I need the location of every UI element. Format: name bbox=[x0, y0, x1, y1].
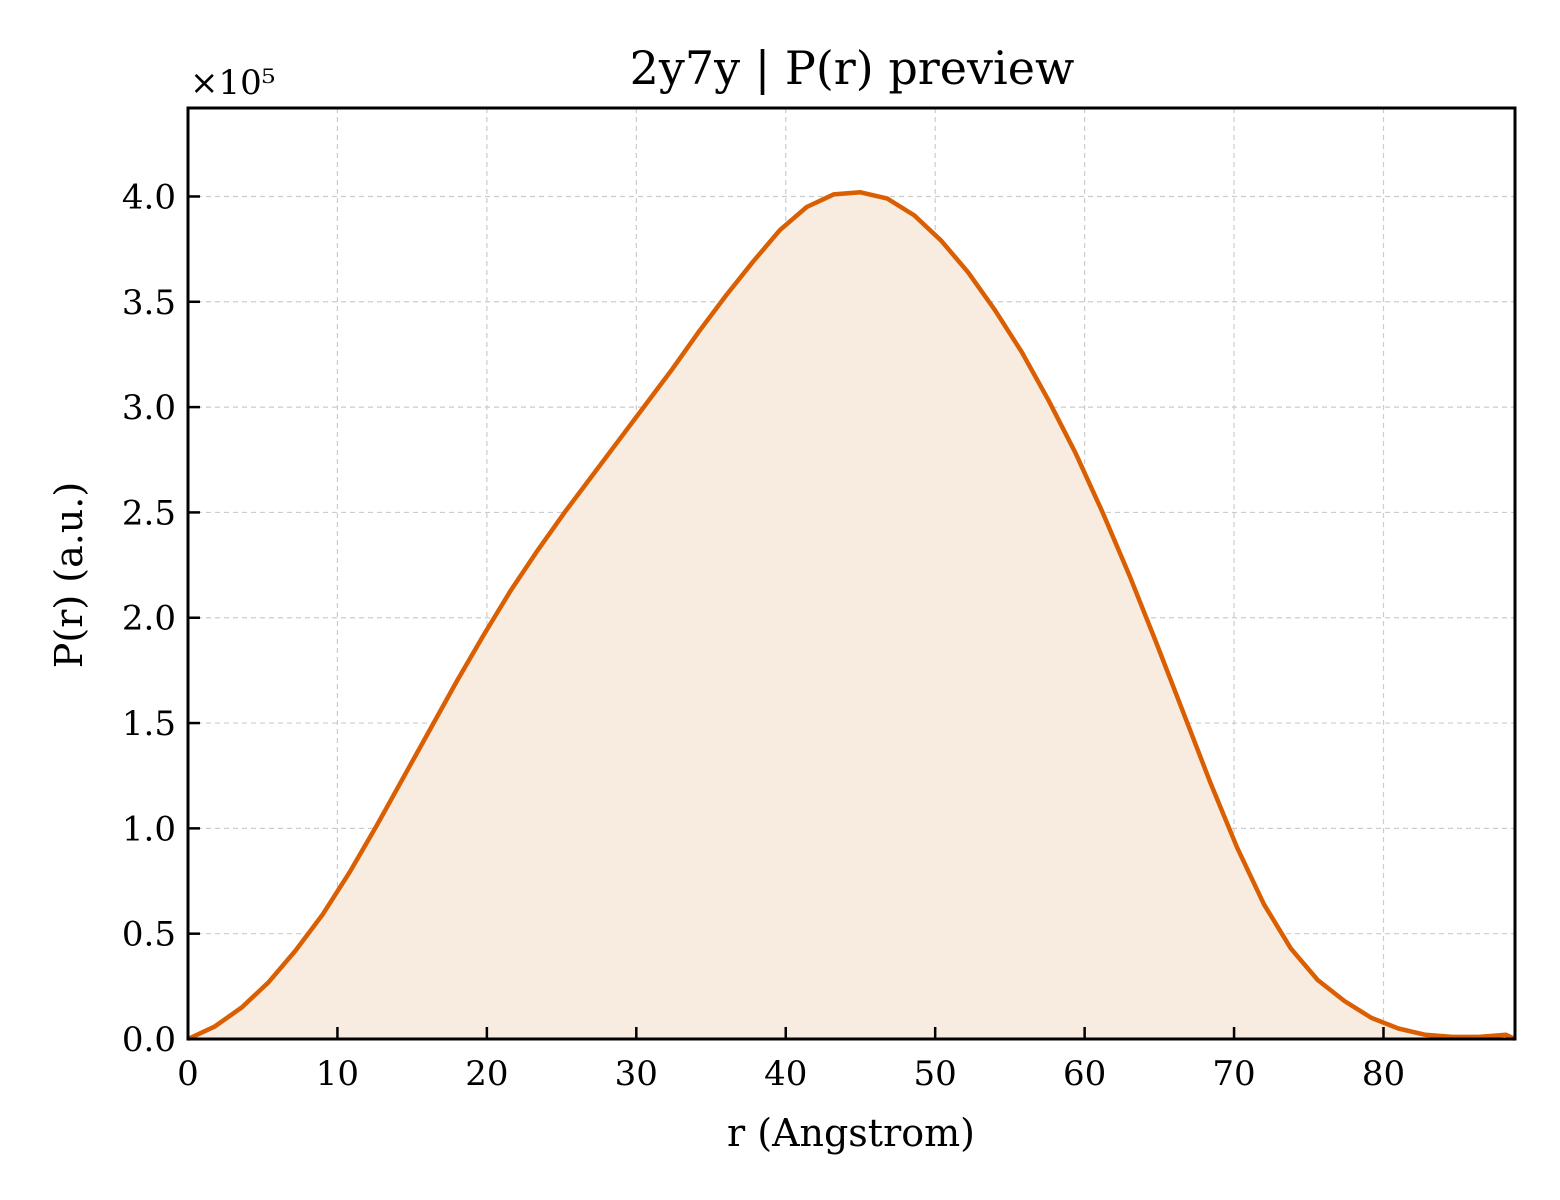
data-point bbox=[428, 727, 432, 731]
data-point bbox=[966, 270, 970, 274]
chart-title: 2y7y | P(r) preview bbox=[630, 41, 1075, 95]
data-point bbox=[697, 329, 701, 333]
data-point bbox=[616, 439, 620, 443]
data-point bbox=[374, 824, 378, 828]
data-point bbox=[1262, 902, 1266, 906]
data-point bbox=[1504, 1033, 1508, 1037]
data-point bbox=[401, 776, 405, 780]
y-tick-label: 2.5 bbox=[122, 493, 176, 533]
x-tick-label: 60 bbox=[1063, 1054, 1106, 1094]
data-point bbox=[751, 260, 755, 264]
data-point bbox=[267, 980, 271, 984]
y-tick-label: 4.0 bbox=[122, 177, 176, 217]
data-point bbox=[724, 294, 728, 297]
data-point bbox=[240, 1005, 244, 1009]
data-point bbox=[1047, 399, 1051, 403]
data-point bbox=[912, 213, 916, 217]
data-point bbox=[1181, 711, 1185, 714]
data-point bbox=[1154, 641, 1158, 645]
data-point bbox=[590, 475, 593, 479]
data-point bbox=[563, 510, 567, 514]
y-tick-label: 3.0 bbox=[122, 388, 176, 428]
data-point bbox=[1074, 451, 1078, 455]
y-tick-label: 1.5 bbox=[122, 704, 176, 744]
data-point bbox=[1101, 510, 1105, 514]
plot-frame bbox=[186, 106, 1517, 1041]
data-point bbox=[213, 1024, 217, 1028]
data-point bbox=[1128, 574, 1131, 578]
x-tick-label: 30 bbox=[615, 1054, 658, 1094]
data-point bbox=[1235, 845, 1239, 849]
data-point bbox=[778, 228, 782, 232]
data-point bbox=[859, 190, 862, 194]
data-point bbox=[455, 679, 459, 683]
y-axis-label: P(r) (a.u.) bbox=[47, 482, 91, 668]
x-tick-label: 50 bbox=[914, 1054, 957, 1094]
data-point bbox=[1370, 1016, 1373, 1020]
data-point bbox=[1343, 999, 1347, 1003]
data-point bbox=[509, 588, 513, 592]
data-points bbox=[186, 190, 1517, 1041]
x-tick-label: 40 bbox=[764, 1054, 807, 1094]
axis-ticks: 0 10 20 30 40 50 60 70 80 0.0 0.5 1.0 1.5 2.0 2.5 3.0 3.… bbox=[122, 177, 1405, 1094]
y-tick-label: 2.0 bbox=[122, 599, 176, 639]
area-fill bbox=[188, 192, 1515, 1040]
data-point bbox=[1208, 780, 1212, 784]
data-point bbox=[939, 239, 943, 243]
data-point bbox=[805, 205, 809, 209]
data-point bbox=[294, 949, 298, 952]
data-point bbox=[993, 308, 997, 312]
y-tick-label: 1.0 bbox=[122, 809, 176, 849]
x-tick-label: 80 bbox=[1362, 1054, 1405, 1094]
y-tick-label: 0.0 bbox=[122, 1020, 176, 1060]
data-point bbox=[1396, 1027, 1400, 1030]
y-axis-multiplier: ×10⁵ bbox=[190, 63, 275, 103]
x-tick-label: 0 bbox=[177, 1054, 199, 1094]
y-tick-label: 0.5 bbox=[122, 915, 176, 955]
data-point bbox=[1316, 978, 1320, 982]
y-tick-label: 3.5 bbox=[122, 283, 176, 323]
data-point bbox=[347, 871, 351, 875]
x-tick-label: 70 bbox=[1212, 1054, 1255, 1094]
data-point bbox=[885, 197, 889, 201]
data-point bbox=[482, 633, 486, 637]
x-tick-label: 20 bbox=[465, 1054, 508, 1094]
data-point bbox=[1289, 946, 1293, 950]
data-point bbox=[643, 403, 647, 407]
data-point bbox=[1423, 1033, 1427, 1037]
data-point bbox=[832, 192, 836, 196]
data-point bbox=[670, 367, 674, 371]
x-axis-label: r (Angstrom) bbox=[727, 1111, 975, 1155]
data-point bbox=[536, 548, 540, 552]
data-point bbox=[321, 913, 324, 917]
data-point bbox=[1020, 350, 1024, 354]
x-tick-label: 10 bbox=[316, 1054, 359, 1094]
